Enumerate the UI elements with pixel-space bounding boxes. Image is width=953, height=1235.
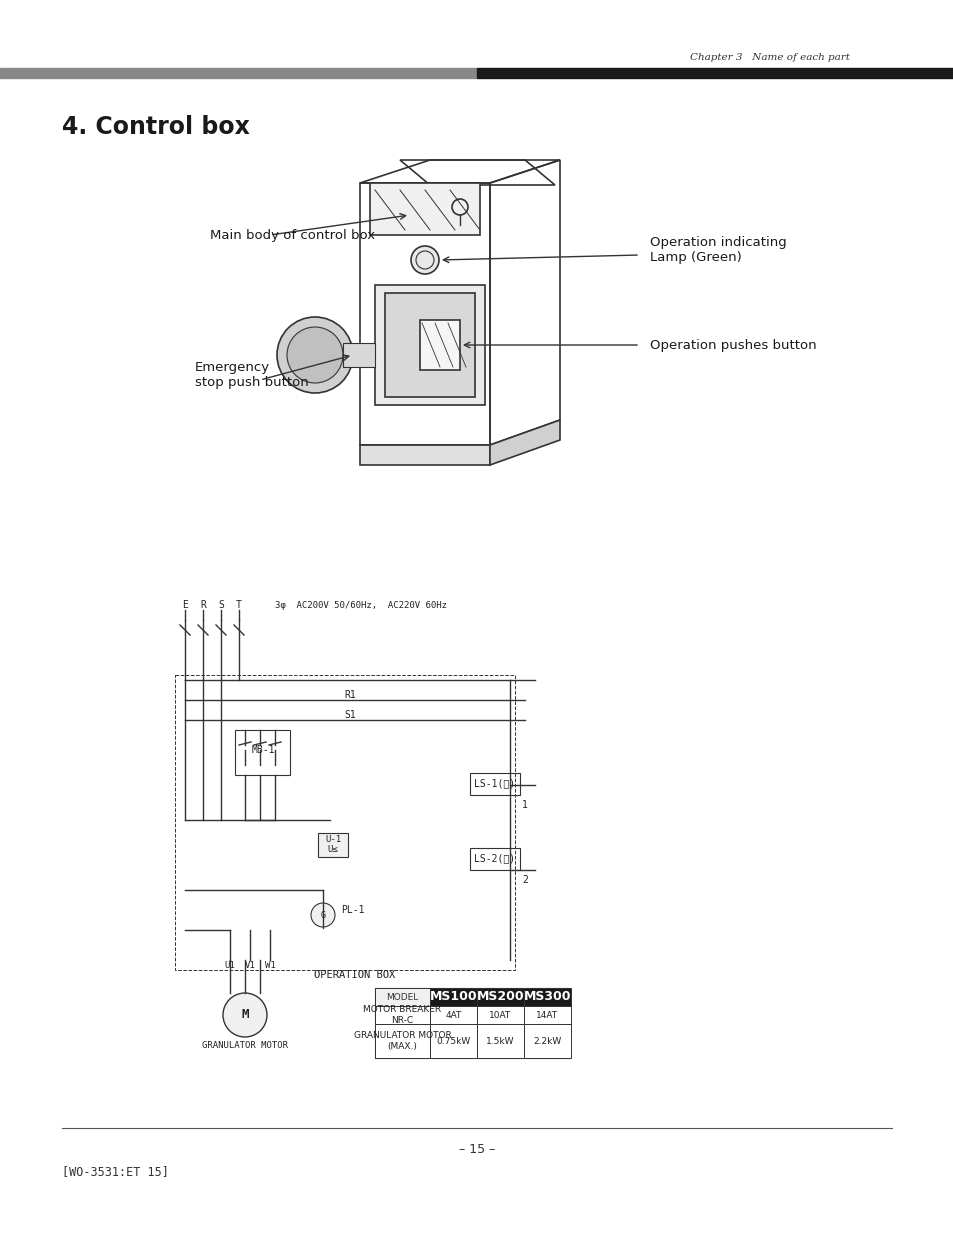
Bar bbox=[317, 832, 348, 857]
Text: 4. Control box: 4. Control box bbox=[62, 115, 250, 140]
Text: 14AT: 14AT bbox=[536, 1010, 558, 1020]
Polygon shape bbox=[375, 285, 484, 405]
Bar bbox=[234, 730, 290, 776]
Text: Main body of control box: Main body of control box bbox=[210, 228, 375, 242]
Text: S1: S1 bbox=[344, 710, 355, 720]
Text: S: S bbox=[218, 600, 224, 610]
Text: U≤: U≤ bbox=[327, 846, 338, 855]
Text: PL-1: PL-1 bbox=[340, 905, 364, 915]
Text: 0.75kW: 0.75kW bbox=[436, 1036, 470, 1046]
Text: Operation indicating
Lamp (Green): Operation indicating Lamp (Green) bbox=[649, 236, 786, 264]
Text: R1: R1 bbox=[344, 690, 355, 700]
Text: E: E bbox=[182, 600, 188, 610]
Bar bbox=[430, 1007, 476, 1024]
Polygon shape bbox=[490, 420, 559, 466]
Bar bbox=[174, 676, 515, 969]
Text: MS300: MS300 bbox=[523, 990, 571, 1004]
Text: Emergency
stop push button: Emergency stop push button bbox=[194, 361, 309, 389]
Text: G: G bbox=[320, 910, 325, 920]
Text: Operation pushes button: Operation pushes button bbox=[649, 338, 816, 352]
Bar bbox=[375, 988, 569, 1058]
Text: – 15 –: – 15 – bbox=[458, 1144, 495, 1156]
Bar bbox=[375, 1007, 430, 1024]
Bar bbox=[0, 68, 476, 78]
Polygon shape bbox=[385, 293, 475, 396]
Bar bbox=[476, 68, 953, 78]
Text: M: M bbox=[241, 1009, 249, 1021]
Bar bbox=[476, 1024, 523, 1058]
Text: 4AT: 4AT bbox=[445, 1010, 461, 1020]
Bar bbox=[470, 773, 519, 795]
Text: LS-1(上): LS-1(上) bbox=[474, 778, 515, 788]
Text: W1: W1 bbox=[264, 961, 275, 969]
Text: 10AT: 10AT bbox=[489, 1010, 511, 1020]
Bar bbox=[375, 1024, 430, 1058]
Text: [WO-3531:ET 15]: [WO-3531:ET 15] bbox=[62, 1165, 169, 1178]
Bar bbox=[375, 988, 430, 1007]
Text: 3φ  AC200V 50/60Hz,  AC220V 60Hz: 3φ AC200V 50/60Hz, AC220V 60Hz bbox=[274, 600, 447, 610]
Text: MB-1: MB-1 bbox=[251, 745, 274, 755]
Text: MOTOR BREAKER
NR-C: MOTOR BREAKER NR-C bbox=[363, 1005, 441, 1025]
Text: OPERATION BOX: OPERATION BOX bbox=[314, 969, 395, 981]
Bar bbox=[476, 988, 523, 1007]
Circle shape bbox=[311, 903, 335, 927]
Circle shape bbox=[287, 327, 343, 383]
Text: Chapter 3   Name of each part: Chapter 3 Name of each part bbox=[689, 53, 849, 62]
Text: MODEL: MODEL bbox=[386, 993, 418, 1002]
Bar bbox=[523, 988, 571, 1007]
Text: 1.5kW: 1.5kW bbox=[486, 1036, 515, 1046]
Text: U-1: U-1 bbox=[325, 836, 341, 845]
Bar bbox=[476, 1007, 523, 1024]
Text: 1: 1 bbox=[521, 800, 527, 810]
Text: 2: 2 bbox=[521, 876, 527, 885]
Circle shape bbox=[411, 246, 438, 274]
Polygon shape bbox=[370, 183, 479, 235]
Text: V1: V1 bbox=[244, 961, 255, 969]
Bar bbox=[430, 1024, 476, 1058]
Text: LS-2(下): LS-2(下) bbox=[474, 853, 515, 863]
Polygon shape bbox=[359, 445, 490, 466]
Text: 2.2kW: 2.2kW bbox=[533, 1036, 561, 1046]
Circle shape bbox=[276, 317, 353, 393]
Bar bbox=[430, 988, 476, 1007]
Text: MS200: MS200 bbox=[476, 990, 524, 1004]
Text: R: R bbox=[200, 600, 206, 610]
Circle shape bbox=[223, 993, 267, 1037]
Bar bbox=[523, 1007, 571, 1024]
Text: T: T bbox=[235, 600, 242, 610]
Text: GRANULATOR MOTOR: GRANULATOR MOTOR bbox=[202, 1041, 288, 1050]
Polygon shape bbox=[419, 320, 459, 370]
Bar bbox=[343, 343, 375, 367]
Text: GRANULATOR MOTOR
(MAX.): GRANULATOR MOTOR (MAX.) bbox=[354, 1031, 451, 1051]
Text: MS100: MS100 bbox=[429, 990, 476, 1004]
Bar bbox=[523, 1024, 571, 1058]
Bar bbox=[470, 848, 519, 869]
Text: U1: U1 bbox=[224, 961, 235, 969]
